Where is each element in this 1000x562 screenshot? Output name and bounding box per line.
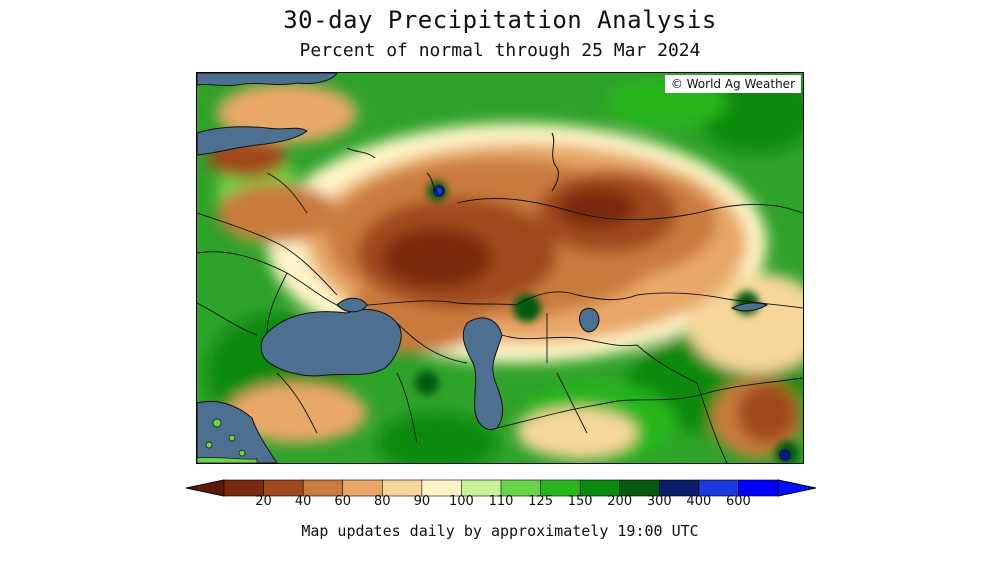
colorbar <box>185 478 817 518</box>
water-bodies <box>197 73 769 463</box>
colorbar-tick-label: 90 <box>413 494 431 509</box>
small-lakes <box>346 132 559 194</box>
colorbar-tick-label: 200 <box>607 494 633 509</box>
northern-water <box>197 73 338 87</box>
colorbar-tick-label: 100 <box>449 494 474 509</box>
colorbar-tick-label: 40 <box>294 494 312 509</box>
aral-sea <box>579 307 600 333</box>
colorbar-tick-label: 20 <box>255 494 272 509</box>
precipitation-map-svg <box>197 73 803 463</box>
page-title: 30-day Precipitation Analysis <box>283 6 717 34</box>
wet-spot-marker <box>779 449 791 461</box>
precip-shading <box>207 73 803 463</box>
colorbar-tick-label: 300 <box>646 494 672 509</box>
colorbar-tick-label: 600 <box>726 494 751 509</box>
colorbar-tick-label: 60 <box>334 494 351 509</box>
colorbar-tick-label: 80 <box>374 494 391 509</box>
footer-note: Map updates daily by approximately 19:00… <box>301 522 699 540</box>
baltic-sea <box>197 126 308 156</box>
aegean-islands <box>197 418 258 463</box>
colorbar-tick-labels: 20 40 60 80 90 100 110 125 150 200 300 400 600 <box>0 494 1000 512</box>
colorbar-tick-label: 400 <box>686 494 712 509</box>
page-subtitle: Percent of normal through 25 Mar 2024 <box>299 40 701 61</box>
colorbar-tick-label: 150 <box>567 494 593 509</box>
colorbar-tick-label: 125 <box>528 494 553 509</box>
aegean-sea <box>197 400 278 463</box>
colorbar-tick-label: 110 <box>488 494 514 509</box>
black-sea <box>260 308 402 377</box>
colorbar-right-arrow <box>777 479 817 497</box>
precipitation-map: © World Ag Weather <box>196 72 804 464</box>
map-credit: © World Ag Weather <box>664 75 801 93</box>
lake-balkhash <box>730 302 769 312</box>
colorbar-svg <box>185 479 817 497</box>
country-borders <box>197 172 803 463</box>
